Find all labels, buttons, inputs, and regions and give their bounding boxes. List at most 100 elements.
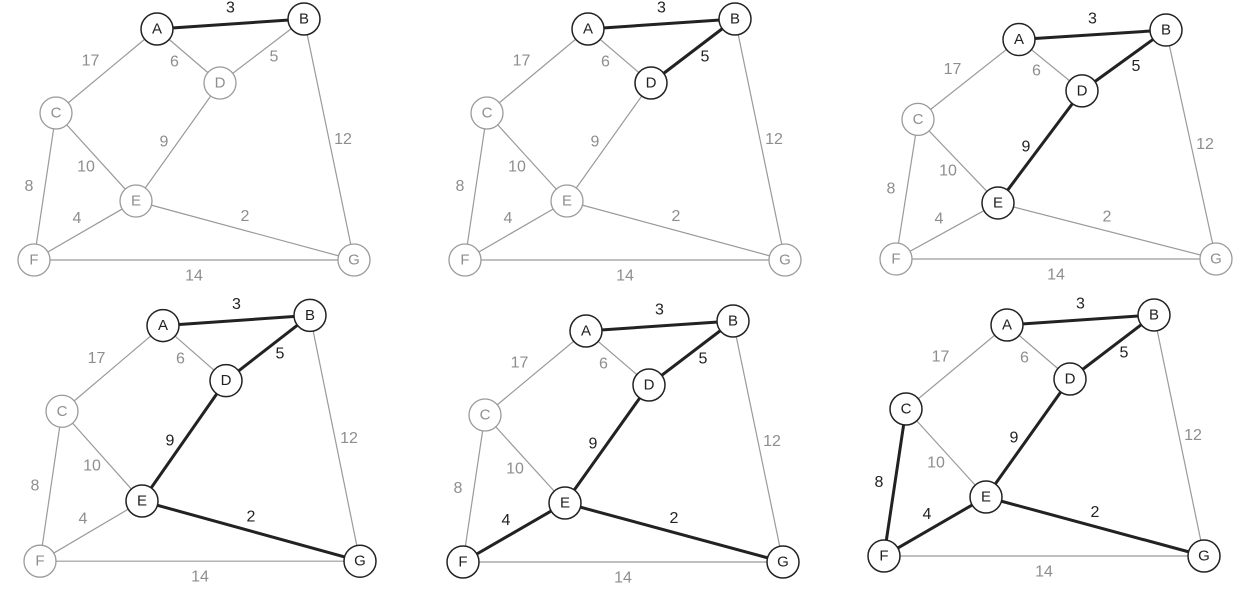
edge-b-g [1153, 314, 1205, 557]
edge-weight-c-e: 10 [927, 455, 945, 472]
edge-weight-a-c: 17 [513, 53, 531, 70]
edge-weight-e-g: 2 [241, 208, 250, 225]
node-label-b: B [1149, 307, 1159, 324]
edge-e-g [141, 499, 361, 563]
node-label-c: C [901, 401, 912, 418]
edge-c-f [33, 112, 57, 261]
node-c [45, 394, 79, 428]
edge-a-b [156, 17, 305, 31]
node-f [23, 544, 57, 578]
edge-weight-b-g: 12 [765, 131, 783, 148]
node-d [632, 368, 666, 402]
edge-weight-a-b: 3 [655, 302, 664, 319]
edge-a-c [905, 324, 1008, 410]
step-panel-4: 3 17 6 5 12 10 8 9 4 2 14 A B C D E F G [23, 296, 377, 586]
edge-e-g [997, 202, 1217, 260]
node-f [867, 539, 901, 573]
node-label-a: A [1002, 317, 1012, 334]
node-label-a: A [158, 317, 168, 334]
edge-d-e [984, 378, 1072, 498]
edge-weight-a-b: 3 [232, 296, 241, 313]
node-b [718, 2, 752, 36]
edge-weight-e-f: 4 [935, 210, 944, 227]
edge-weight-f-g: 14 [185, 268, 203, 285]
edge-c-e [484, 414, 566, 504]
edge-b-g [734, 18, 786, 261]
edge-weight-c-e: 10 [77, 159, 95, 176]
node-d [209, 363, 243, 398]
node-g [337, 243, 371, 277]
edge-c-e [61, 410, 143, 502]
edge-b-g [1165, 29, 1217, 260]
node-label-d: D [215, 75, 226, 92]
step-panel-5: 3 17 6 5 12 10 8 9 4 2 14 A B C D E F G [446, 302, 800, 587]
edge-weight-b-g: 12 [334, 131, 352, 148]
node-a [146, 308, 180, 343]
node-label-c: C [482, 105, 493, 122]
edge-a-b [162, 313, 311, 328]
node-c [470, 96, 504, 130]
edge-b-d [1081, 28, 1167, 93]
node-b [1137, 298, 1171, 332]
edge-weight-c-e: 10 [506, 461, 524, 478]
edge-weight-d-e: 9 [1022, 138, 1031, 155]
edge-weight-c-e: 10 [939, 163, 957, 180]
edge-weight-e-f: 4 [923, 506, 932, 523]
step-panel-6: 3 17 6 5 12 10 8 9 4 2 14 A B C D E F G [867, 296, 1221, 581]
node-label-c: C [57, 403, 68, 420]
edge-weight-a-d: 6 [1032, 63, 1041, 80]
edge-weight-f-g: 14 [616, 268, 634, 285]
edge-weight-c-f: 8 [456, 178, 465, 195]
edge-weight-e-f: 4 [73, 210, 82, 227]
node-label-d: D [646, 75, 657, 92]
edge-weight-a-c: 17 [511, 355, 529, 372]
edge-d-e [996, 89, 1084, 204]
edge-weight-b-d: 5 [701, 49, 710, 66]
node-d [1053, 362, 1087, 396]
step-panel-1: 3 17 6 5 12 10 8 9 4 2 14 A B C D E F G [17, 0, 371, 285]
edge-e-f [462, 501, 566, 564]
edge-weight-e-g: 2 [1103, 208, 1112, 225]
edge-weight-c-f: 8 [887, 181, 896, 198]
edge-b-d [1069, 313, 1155, 381]
edge-weight-a-d: 6 [170, 54, 179, 71]
edge-e-f [895, 202, 999, 260]
edge-weight-b-g: 12 [340, 430, 358, 447]
node-a [1002, 22, 1036, 57]
node-label-a: A [581, 323, 591, 340]
node-label-e: E [560, 495, 570, 512]
edge-weight-a-b: 3 [1088, 10, 1097, 27]
node-e [550, 184, 584, 218]
edge-a-b [585, 319, 734, 333]
node-label-a: A [583, 21, 593, 38]
node-a [990, 308, 1024, 342]
node-d [1065, 74, 1099, 108]
node-c [901, 102, 935, 136]
node-f [448, 243, 482, 277]
edge-weight-a-d: 6 [601, 54, 610, 71]
node-f [17, 243, 51, 277]
edge-a-c [917, 39, 1020, 120]
edge-weight-b-g: 12 [763, 433, 781, 450]
node-label-d: D [221, 372, 232, 389]
edge-a-b [587, 17, 736, 31]
node-label-d: D [1077, 82, 1088, 99]
edge-a-b [1006, 313, 1155, 327]
edge-weight-b-d: 5 [1132, 58, 1141, 75]
node-b [287, 2, 321, 36]
edge-weight-f-g: 14 [1035, 564, 1053, 581]
edge-b-d [219, 18, 305, 84]
edge-c-f [882, 408, 908, 557]
edge-d-e [140, 379, 228, 502]
edge-weight-d-e: 9 [166, 432, 175, 449]
step-panel-2: 3 17 6 5 12 10 8 9 4 2 14 A B C D E F G [448, 0, 802, 285]
node-e [548, 486, 582, 520]
node-label-c: C [480, 407, 491, 424]
edge-weight-c-f: 8 [25, 178, 34, 195]
edge-a-c [484, 330, 587, 416]
node-b [1149, 13, 1183, 47]
edge-weight-a-b: 3 [657, 0, 666, 17]
edge-weight-a-c: 17 [944, 61, 962, 78]
edge-weight-d-e: 9 [591, 134, 600, 151]
node-label-b: B [730, 11, 740, 28]
